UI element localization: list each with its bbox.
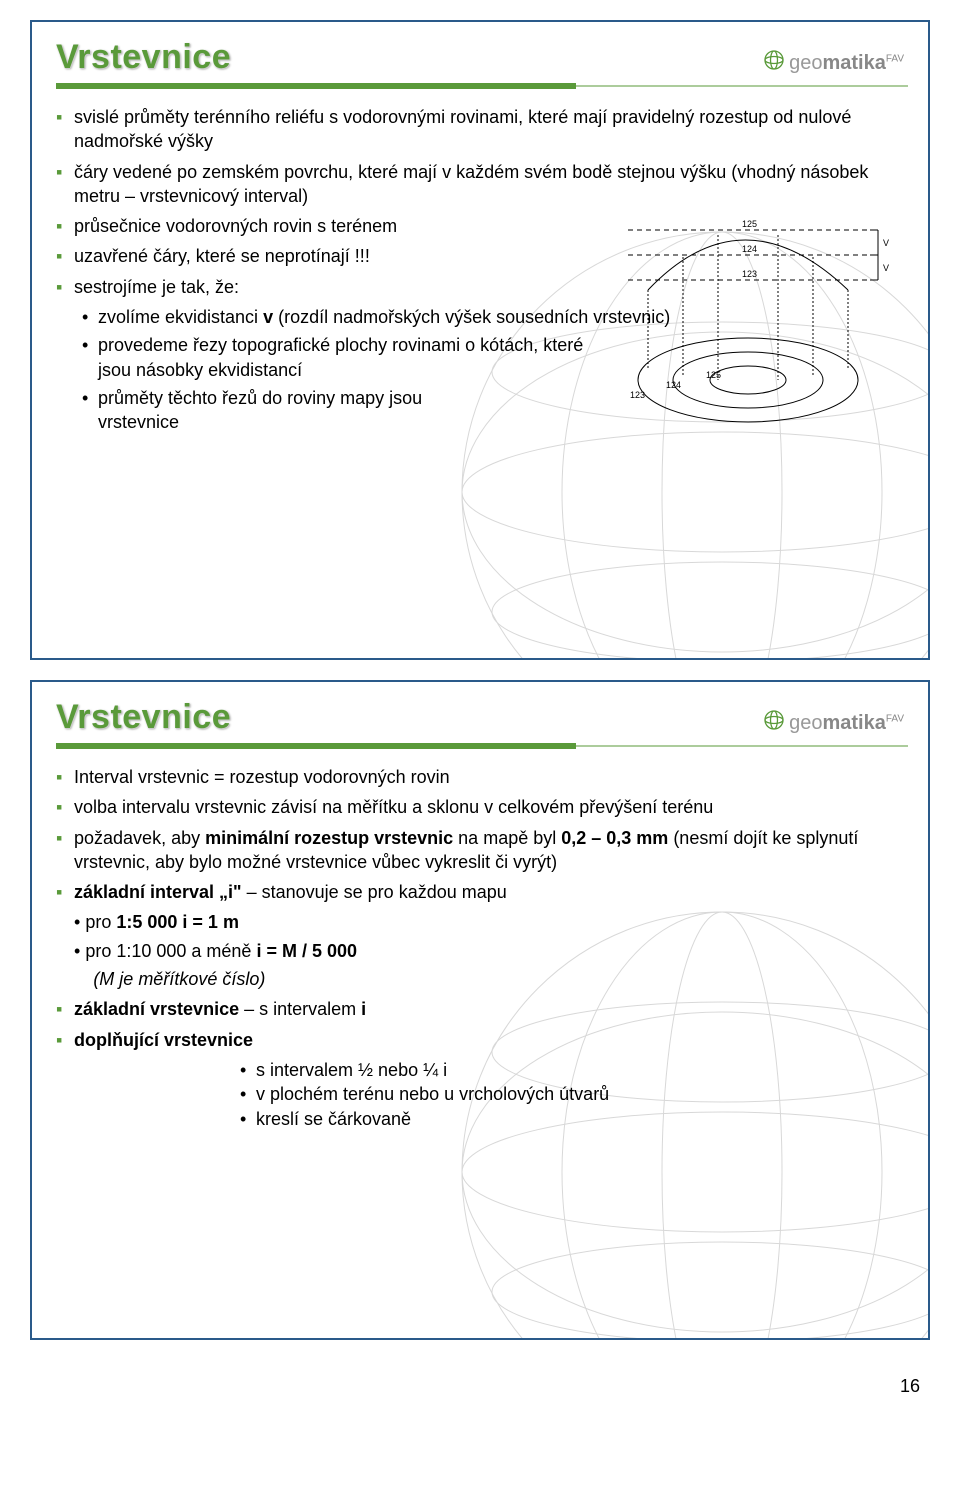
logo-text: geomatikaFAV <box>789 52 904 75</box>
list-item: svislé průměty terénního reliéfu s vodor… <box>56 105 904 154</box>
list-item: • pro 1:5 000 i = 1 m <box>56 910 904 934</box>
list-item: požadavek, aby minimální rozestup vrstev… <box>56 826 904 875</box>
list-item: volba intervalu vrstevnic závisí na měří… <box>56 795 904 819</box>
header-divider <box>56 83 904 91</box>
diagram-svg: 125 124 123 V V 123 124 125 <box>588 200 898 440</box>
list-item: Interval vrstevnic = rozestup vodorovnýc… <box>56 765 904 789</box>
header-row: Vrstevnice geomatikaFAV <box>56 38 904 81</box>
header-divider <box>56 743 904 751</box>
list-item: průměty těchto řezů do roviny mapy jsou … <box>56 386 436 435</box>
slide-content: Vrstevnice geomatikaFAV Interval vrstevn… <box>32 682 928 1155</box>
svg-text:124: 124 <box>666 380 681 390</box>
svg-text:123: 123 <box>630 390 645 400</box>
slide-2: Vrstevnice geomatikaFAV Interval vrstevn… <box>30 680 930 1340</box>
list-item: • v plochém terénu nebo u vrcholových út… <box>56 1082 904 1106</box>
list-item: doplňující vrstevnice <box>56 1028 904 1052</box>
slide-title: Vrstevnice <box>56 38 231 77</box>
list-item: • kreslí se čárkovaně <box>56 1107 904 1131</box>
list-item: • s intervalem ½ nebo ¼ i <box>56 1058 904 1082</box>
list-item: provedeme řezy topografické plochy rovin… <box>56 333 596 382</box>
list-item: • (M je měřítkové číslo) <box>56 967 904 991</box>
list-item: základní vrstevnice – s intervalem i <box>56 997 904 1021</box>
svg-text:125: 125 <box>706 370 721 380</box>
globe-icon <box>763 709 785 737</box>
content-list: Interval vrstevnic = rozestup vodorovnýc… <box>56 765 904 1131</box>
list-item: základní interval „i" – stanovuje se pro… <box>56 880 904 904</box>
svg-text:123: 123 <box>742 269 757 279</box>
svg-text:124: 124 <box>742 244 757 254</box>
svg-text:V: V <box>883 238 889 248</box>
header-row: Vrstevnice geomatikaFAV <box>56 698 904 741</box>
globe-icon <box>763 49 785 77</box>
logo: geomatikaFAV <box>763 709 904 737</box>
logo-text: geomatikaFAV <box>789 712 904 735</box>
slide-content: Vrstevnice geomatikaFAV svislé průměty t… <box>32 22 928 463</box>
svg-text:V: V <box>883 263 889 273</box>
svg-text:125: 125 <box>742 219 757 229</box>
contour-diagram: 125 124 123 V V 123 124 125 <box>588 200 898 445</box>
slide-1: Vrstevnice geomatikaFAV svislé průměty t… <box>30 20 930 660</box>
page-number: 16 <box>0 1360 960 1397</box>
slide-title: Vrstevnice <box>56 698 231 737</box>
logo: geomatikaFAV <box>763 49 904 77</box>
list-item: • pro 1:10 000 a méně i = M / 5 000 <box>56 939 904 963</box>
